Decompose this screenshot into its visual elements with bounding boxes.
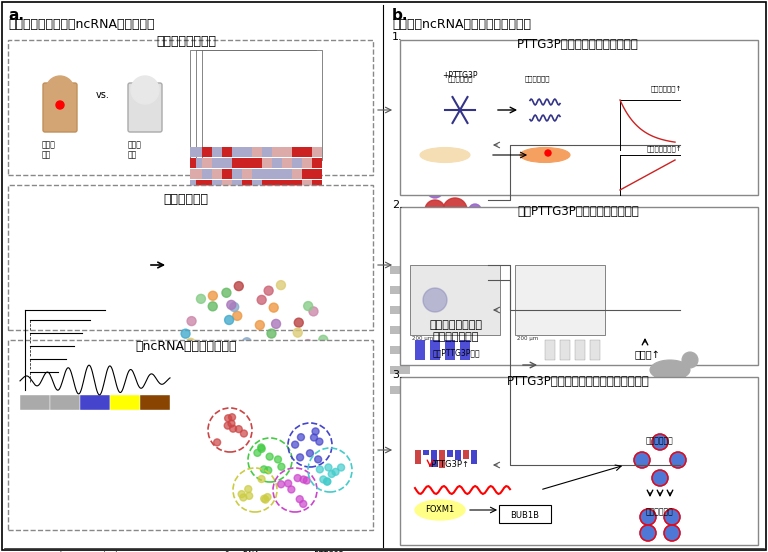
Bar	[270, 246, 280, 256]
Bar	[312, 180, 322, 190]
Bar	[260, 147, 270, 157]
Bar	[252, 246, 261, 256]
Text: b.: b.	[392, 8, 409, 23]
Bar	[236, 224, 246, 234]
Bar	[232, 246, 241, 256]
Bar	[300, 246, 310, 256]
Bar	[236, 246, 246, 256]
Bar	[302, 191, 312, 201]
Bar	[302, 169, 312, 179]
Bar	[272, 158, 282, 168]
Circle shape	[278, 463, 285, 470]
Bar	[202, 158, 211, 168]
Bar	[390, 346, 412, 354]
Bar	[216, 147, 226, 157]
Bar	[232, 158, 241, 168]
Bar	[236, 202, 246, 212]
Bar	[196, 213, 206, 223]
Circle shape	[319, 335, 328, 344]
Text: ▲本研究藉由與基因共舞(co-expression)原理及生物資訊分析，建構基因共同表現網路，發現6個ncRNAs與肺腺癌存活率相關，以PTTG3P表現最為顯著: ▲本研究藉由與基因共舞(co-expression)原理及生物資訊分析，建構基因…	[8, 551, 377, 552]
Bar	[230, 213, 240, 223]
Bar	[282, 246, 292, 256]
Bar	[250, 235, 260, 245]
Bar	[300, 224, 310, 234]
Bar	[252, 235, 261, 245]
Bar	[200, 224, 210, 234]
Bar	[230, 169, 240, 179]
Bar	[256, 235, 266, 245]
Circle shape	[328, 470, 335, 477]
Bar	[415, 340, 425, 360]
Circle shape	[545, 150, 551, 156]
Bar	[260, 246, 270, 256]
Circle shape	[423, 238, 447, 262]
Circle shape	[323, 478, 330, 485]
Bar	[212, 202, 221, 212]
Bar	[216, 169, 226, 179]
Bar	[272, 213, 282, 223]
Text: PTTG3P表現造成癌細胞分裂加速: PTTG3P表現造成癌細胞分裂加速	[517, 38, 639, 51]
Bar	[262, 158, 272, 168]
Bar	[290, 147, 300, 157]
FancyBboxPatch shape	[400, 40, 758, 195]
Circle shape	[238, 491, 245, 498]
Bar	[270, 158, 280, 168]
Bar	[242, 235, 251, 245]
Bar	[222, 169, 231, 179]
Text: 降低PTTG3P表現提升老鼠存活率: 降低PTTG3P表現提升老鼠存活率	[517, 205, 639, 218]
Bar	[222, 224, 231, 234]
Bar	[250, 158, 260, 168]
Bar	[226, 213, 236, 223]
Bar	[312, 169, 322, 179]
Circle shape	[235, 426, 242, 433]
Bar	[196, 169, 206, 179]
Circle shape	[296, 358, 305, 367]
Bar	[266, 224, 276, 234]
Ellipse shape	[415, 500, 465, 520]
Circle shape	[319, 476, 327, 483]
Bar	[246, 224, 256, 234]
Circle shape	[439, 214, 471, 246]
Bar	[232, 235, 241, 245]
Text: 3.: 3.	[392, 370, 402, 380]
Bar	[210, 224, 220, 234]
Bar	[216, 158, 226, 168]
Bar	[290, 158, 300, 168]
Bar	[190, 246, 200, 256]
Bar	[216, 180, 226, 190]
Bar	[206, 202, 216, 212]
Bar	[266, 191, 276, 201]
Bar	[296, 224, 306, 234]
Bar	[290, 213, 300, 223]
Bar	[246, 147, 256, 157]
Circle shape	[56, 101, 64, 109]
Bar	[212, 158, 221, 168]
Bar	[212, 147, 221, 157]
Bar	[306, 246, 316, 256]
Text: 200 μm: 200 μm	[517, 336, 538, 341]
Text: 異常基因表現測試: 異常基因表現測試	[156, 35, 216, 48]
Bar	[240, 169, 250, 179]
Circle shape	[270, 303, 278, 312]
Bar	[266, 158, 276, 168]
Circle shape	[276, 280, 286, 290]
Bar	[290, 246, 300, 256]
Circle shape	[245, 486, 252, 492]
Text: ✦: ✦	[310, 352, 315, 357]
Bar	[282, 213, 292, 223]
Bar	[242, 147, 251, 157]
Bar	[226, 191, 236, 201]
Circle shape	[523, 88, 567, 132]
Circle shape	[255, 321, 264, 330]
Bar	[256, 147, 266, 157]
Bar	[312, 191, 322, 201]
Bar	[222, 180, 231, 190]
Bar	[282, 191, 292, 201]
Circle shape	[186, 338, 195, 347]
Bar	[220, 169, 230, 179]
Circle shape	[325, 464, 332, 471]
Bar	[282, 147, 292, 157]
Bar	[270, 169, 280, 179]
Bar	[230, 147, 240, 157]
